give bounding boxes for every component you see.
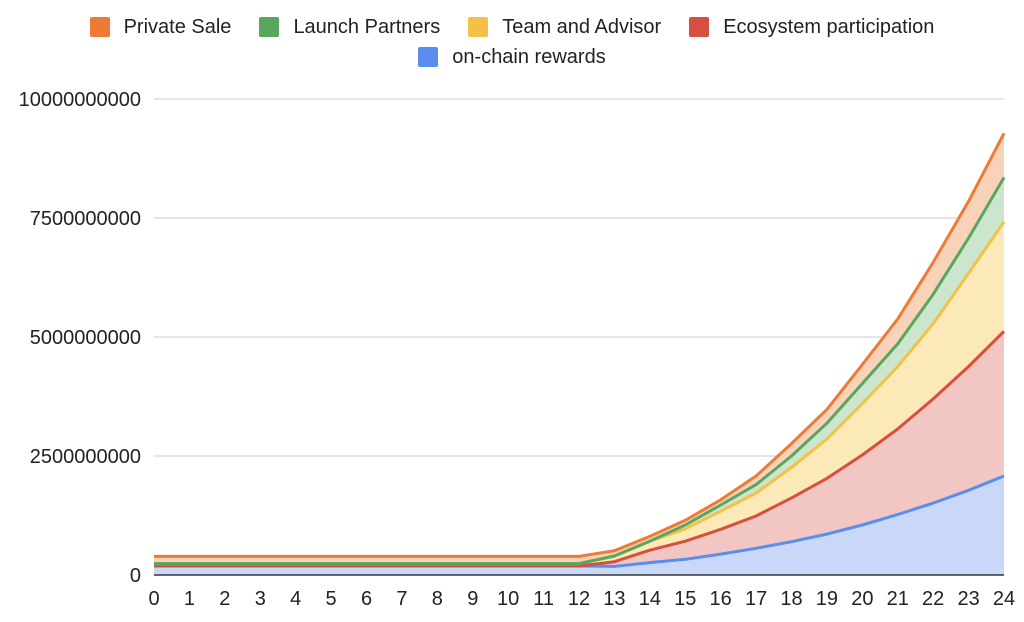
legend-label-launch-partners: Launch Partners — [293, 15, 441, 38]
chart-legend: Private Sale Launch Partners Team and Ad… — [0, 12, 1024, 72]
axes: 0 2500000000 5000000000 7500000000 100000000… — [19, 89, 1015, 610]
x-tick-label-18: 18 — [780, 588, 802, 610]
line-private-sale — [154, 132, 1006, 558]
legend-item-launch-partners[interactable]: Launch Partners — [259, 16, 440, 39]
x-tick-label-23: 23 — [957, 588, 979, 610]
x-tick-label-11: 11 — [533, 588, 554, 610]
x-tick-label-15: 15 — [674, 588, 696, 610]
legend-row-1: Private Sale Launch Partners Team and Ad… — [0, 12, 1024, 42]
x-tick-label-1: 1 — [184, 588, 195, 610]
legend-item-team-and-advisor[interactable]: Team and Advisor — [468, 16, 661, 39]
x-tick-label-22: 22 — [922, 588, 944, 610]
y-tick-label-1: 2500000000 — [30, 446, 141, 468]
y-tick-label-4: 10000000000 — [19, 89, 141, 111]
area-on-chain-rewards — [154, 476, 1004, 575]
x-tick-label-9: 9 — [467, 588, 478, 610]
legend-swatch-on-chain-rewards — [418, 47, 439, 67]
legend-swatch-launch-partners — [259, 17, 280, 37]
x-tick-label-10: 10 — [497, 588, 519, 610]
series-areas — [154, 133, 1004, 575]
x-tick-label-3: 3 — [255, 588, 266, 610]
legend-label-private-sale: Private Sale — [123, 15, 232, 38]
legend-item-private-sale[interactable]: Private Sale — [89, 15, 232, 39]
legend-item-on-chain-rewards[interactable]: on-chain rewards — [418, 45, 606, 69]
x-tick-label-7: 7 — [396, 588, 407, 610]
x-tick-label-5: 5 — [326, 588, 337, 610]
legend-swatch-ecosystem-participation — [689, 17, 710, 37]
legend-item-ecosystem-participation[interactable]: Ecosystem participation — [689, 16, 934, 39]
x-tick-label-16: 16 — [710, 588, 732, 610]
legend-label-ecosystem-participation: Ecosystem participation — [723, 15, 935, 38]
legend-swatch-private-sale — [89, 17, 110, 37]
series-lines — [154, 132, 1006, 568]
legend-label-on-chain-rewards: on-chain rewards — [452, 45, 606, 68]
line-launch-partners — [154, 176, 1006, 566]
legend-swatch-team-and-advisor — [468, 17, 489, 37]
x-tick-label-20: 20 — [851, 588, 873, 610]
x-tick-label-2: 2 — [219, 588, 230, 610]
x-tick-label-19: 19 — [816, 588, 838, 610]
y-tick-label-3: 7500000000 — [30, 208, 141, 230]
x-tick-label-6: 6 — [361, 588, 372, 610]
area-ecosystem-participation — [154, 331, 1004, 567]
y-tick-label-2: 5000000000 — [30, 327, 141, 349]
y-tick-label-0: 0 — [130, 565, 141, 587]
x-tick-label-21: 21 — [887, 588, 909, 610]
x-tick-label-13: 13 — [603, 588, 625, 610]
x-tick-label-12: 12 — [568, 588, 590, 610]
x-tick-label-14: 14 — [639, 588, 661, 610]
x-tick-label-8: 8 — [432, 588, 443, 610]
legend-row-2: on-chain rewards — [0, 42, 1024, 72]
x-tick-label-17: 17 — [745, 588, 767, 610]
x-tick-label-24: 24 — [993, 588, 1015, 610]
line-ecosystem-participation — [154, 330, 1006, 568]
x-tick-label-4: 4 — [290, 588, 301, 610]
area-team-and-advisor — [154, 221, 1004, 567]
x-tick-label-0: 0 — [148, 588, 159, 610]
legend-label-team-and-advisor: Team and Advisor — [502, 15, 662, 38]
